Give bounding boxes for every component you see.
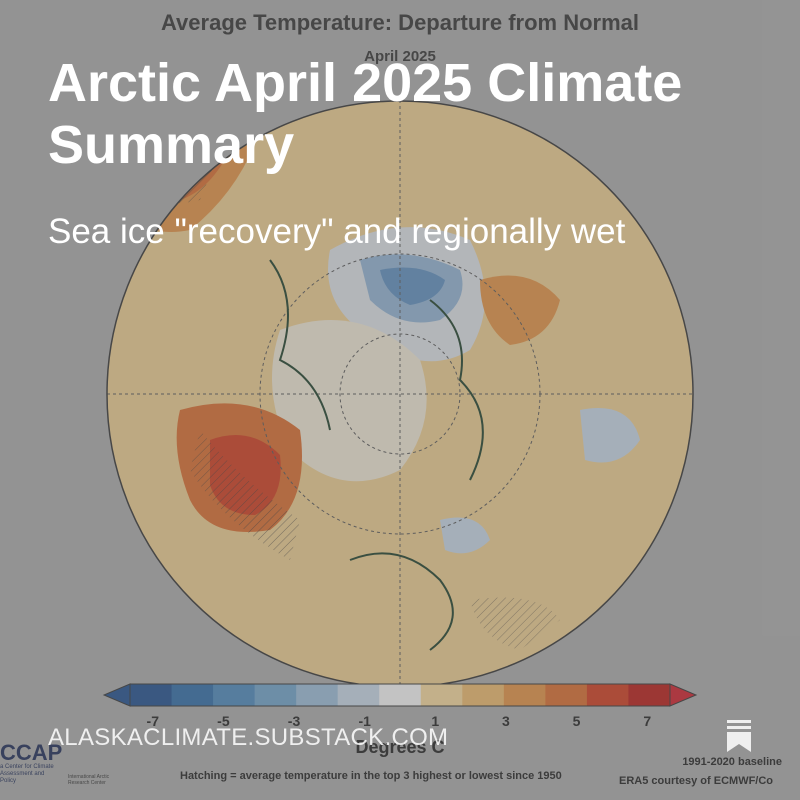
data-credit: ERA5 courtesy of ECMWF/Co — [619, 775, 774, 787]
post-title[interactable]: Arctic April 2025 Climate Summary — [48, 53, 683, 175]
bookmark-icon[interactable] — [724, 718, 754, 754]
site-url[interactable]: ALASKACLIMATE.SUBSTACK.COM — [48, 724, 449, 751]
colorbar-cell — [545, 684, 588, 706]
colorbar-cell — [296, 684, 339, 706]
colorbar-tick-label: 5 — [572, 713, 581, 729]
colorbar-cell — [420, 684, 463, 706]
colorbar-cell — [130, 684, 173, 706]
colorbar-cell — [337, 684, 380, 706]
colorbar-tick-label: -5 — [217, 713, 230, 729]
ccap-logo-org: a Center for Climate Assessment and Poli… — [0, 764, 54, 784]
hatching-note: Hatching = average temperature in the to… — [180, 770, 562, 782]
colorbar-tick-label: -7 — [146, 713, 159, 729]
ccap-logo: CCAP — [0, 740, 63, 765]
colorbar-cell — [379, 684, 422, 706]
colorbar-cell — [254, 684, 297, 706]
colorbar-cell — [586, 684, 629, 706]
colorbar-cell — [171, 684, 214, 706]
colorbar — [102, 683, 698, 707]
colorbar-cell — [213, 684, 256, 706]
colorbar-tick-label: 1 — [431, 713, 440, 729]
colorbar-tick-label: 3 — [502, 713, 510, 729]
colorbar-tick-label: -1 — [358, 713, 371, 729]
colorbar-tick-label: 7 — [643, 713, 652, 729]
post-subtitle: Sea ice "recovery" and regionally wet — [48, 212, 626, 251]
colorbar-cell — [503, 684, 546, 706]
colorbar-label: Degrees C — [355, 737, 445, 757]
colorbar-tick-label: -3 — [287, 713, 301, 729]
map-title: Average Temperature: Departure from Norm… — [160, 10, 640, 35]
colorbar-cell — [628, 684, 671, 706]
colorbar-cell — [462, 684, 505, 706]
map-subtitle: April 2025 — [364, 48, 436, 65]
baseline-note: 1991-2020 baseline — [682, 756, 782, 768]
partner-logo-text: International Arctic Research Center — [68, 774, 110, 786]
